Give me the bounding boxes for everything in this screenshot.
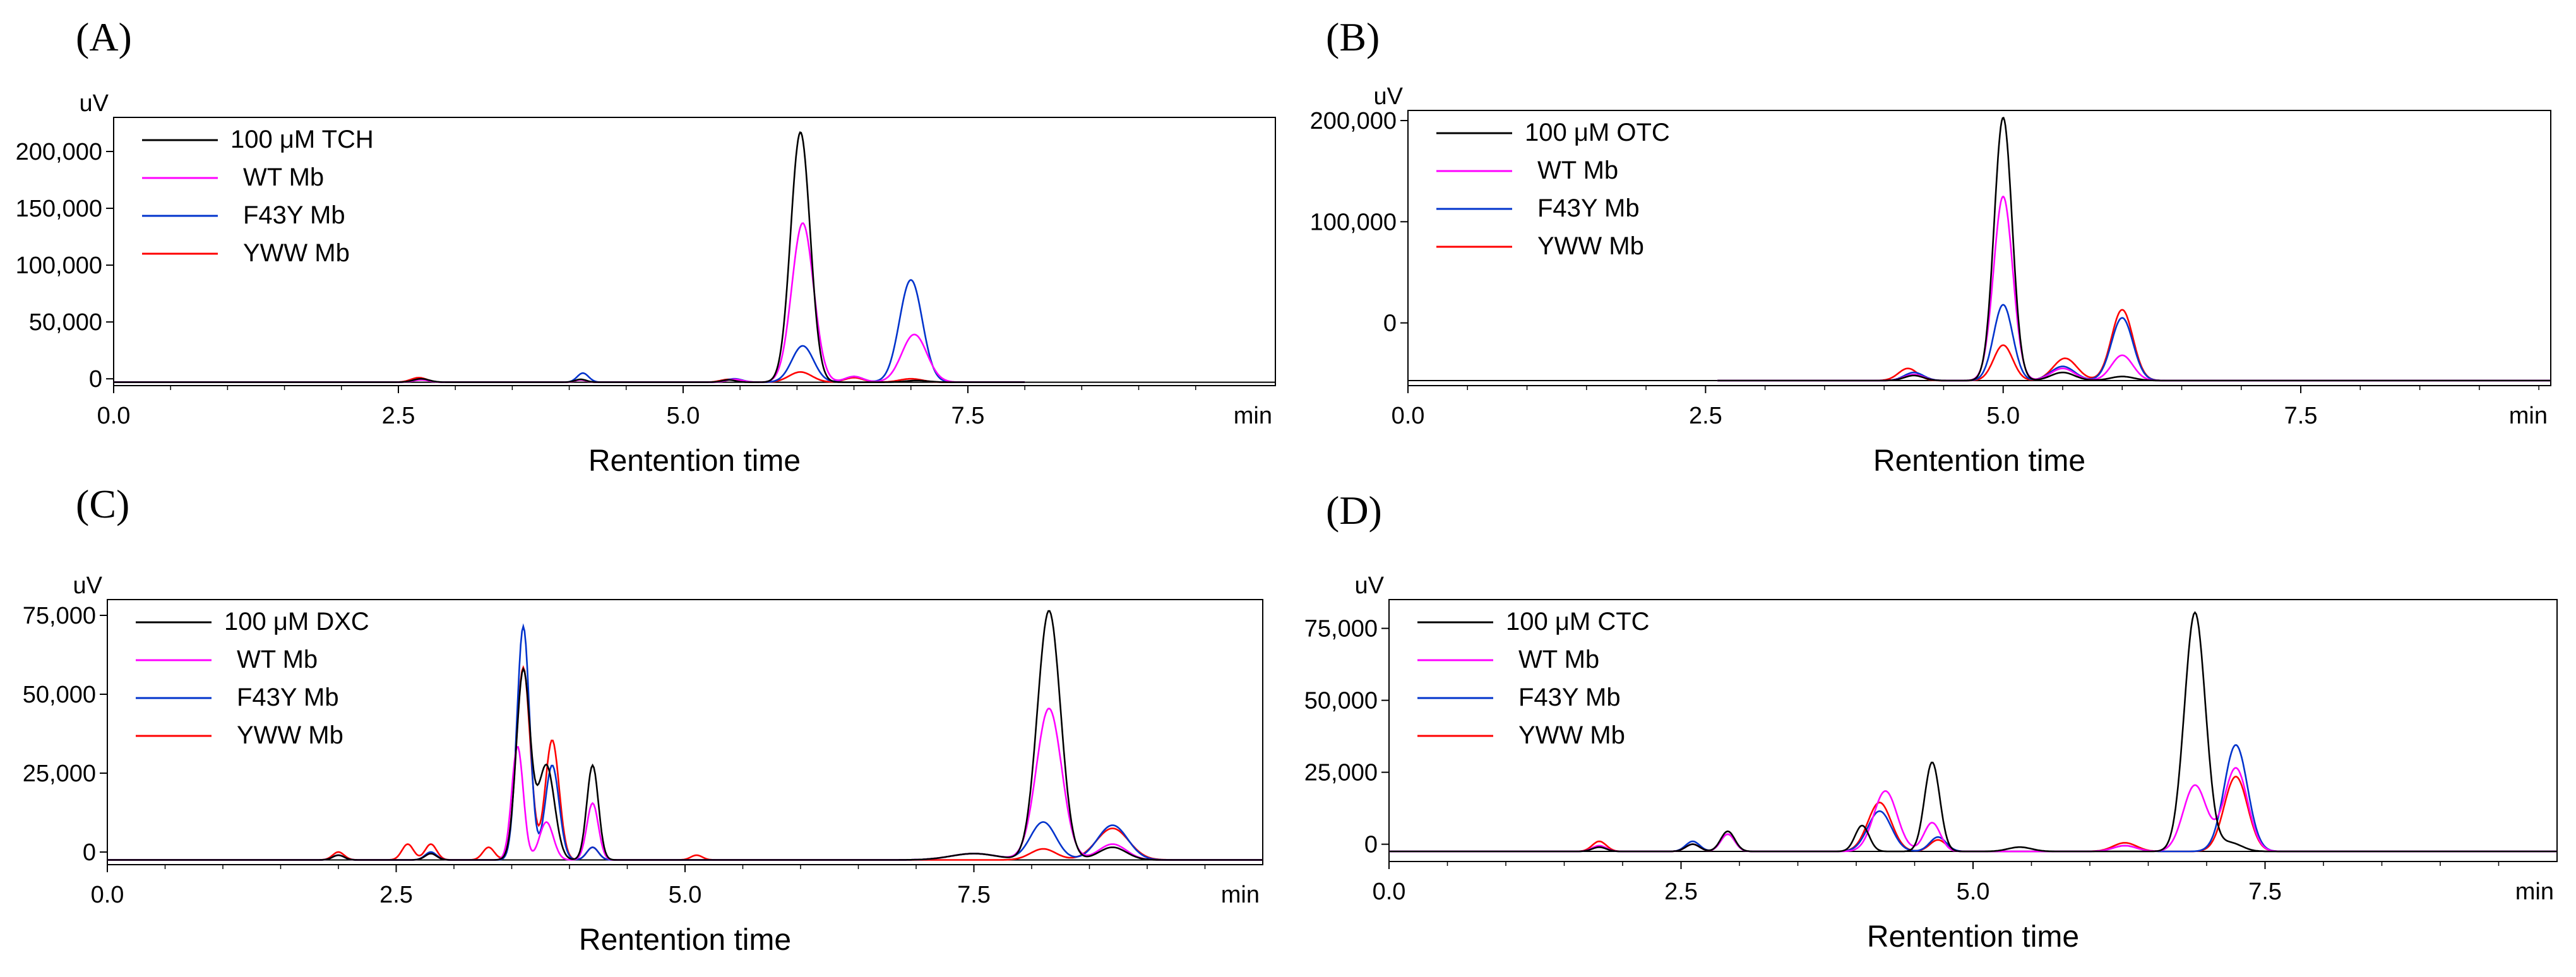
x-unit-label: min (1221, 882, 1260, 908)
legend-label: YWW Mb (1537, 232, 1644, 260)
legend-label: WT Mb (243, 163, 324, 191)
panel-label: (B) (1326, 15, 1380, 59)
series-line-3 (114, 279, 1025, 383)
x-tick-label: 5.0 (667, 403, 700, 429)
y-unit-label: uV (1374, 83, 1404, 110)
x-tick-label: 0.0 (1373, 879, 1406, 905)
x-tick-label: 5.0 (669, 882, 702, 908)
x-unit-label: min (1234, 403, 1272, 429)
series-line-3 (1389, 744, 2557, 853)
x-tick-label: 2.5 (1664, 879, 1698, 905)
panel-label: (A) (76, 15, 132, 59)
y-tick-label: 75,000 (1304, 616, 1378, 642)
chart-panel-1: (A) uV 0 50,000 100,000 150,000 200,000 0.0 2.5 5… (16, 15, 1276, 478)
plot-frame (113, 117, 1276, 386)
x-axis-title: Rentention time (579, 923, 791, 957)
y-tick-label: 50,000 (1304, 688, 1378, 714)
legend-label: WT Mb (1518, 646, 1599, 673)
series-line-2 (1389, 767, 2557, 853)
x-tick-label: 2.5 (382, 403, 415, 429)
legend-label: F43Y Mb (237, 684, 339, 711)
x-tick-label: 7.5 (951, 403, 985, 429)
x-tick-label: 5.0 (1986, 403, 2020, 429)
chart-panel-3: (C) uV 0 25,000 50,000 75,000 0.0 2.5 5.0 7.5 min R… (23, 482, 1263, 957)
y-tick-label: 100,000 (1310, 209, 1397, 235)
y-tick-label: 50,000 (23, 682, 96, 708)
y-tick-label: 150,000 (16, 196, 102, 222)
series-line-1 (1389, 611, 2557, 853)
x-tick-label: 2.5 (1689, 403, 1722, 429)
x-tick-label: 0.0 (91, 882, 124, 908)
y-tick-label: 0 (1383, 311, 1397, 337)
x-tick-label: 2.5 (379, 882, 413, 908)
x-axis-title: Rentention time (1867, 920, 2079, 954)
y-tick-label: 200,000 (1310, 108, 1397, 134)
y-tick-label: 75,000 (23, 603, 96, 629)
y-tick-label: 25,000 (23, 761, 96, 787)
legend-label: F43Y Mb (1518, 684, 1621, 711)
legend-label: WT Mb (1537, 157, 1618, 184)
y-tick-label: 100,000 (16, 252, 102, 279)
y-tick-label: 0 (83, 839, 96, 866)
series-line-4 (1389, 776, 2557, 853)
panel-label: (C) (76, 482, 129, 526)
chart-panel-4: (D) uV 0 25,000 50,000 75,000 0.0 2.5 5.0 7.5 min R… (1304, 488, 2558, 954)
y-tick-label: 0 (1364, 832, 1378, 858)
legend-label: YWW Mb (237, 721, 343, 749)
legend-label: YWW Mb (1518, 721, 1625, 749)
legend-label: 100 μM OTC (1525, 119, 1670, 146)
series-line-1 (114, 131, 1025, 383)
legend-label: 100 μM DXC (224, 608, 369, 636)
legend-label: 100 μM TCH (230, 126, 374, 153)
x-tick-label: 0.0 (97, 403, 131, 429)
series-line-2 (1717, 196, 2551, 382)
legend-label: WT Mb (237, 646, 318, 673)
legend-label: F43Y Mb (243, 201, 345, 229)
x-tick-label: 0.0 (1392, 403, 1425, 429)
x-tick-label: 7.5 (2248, 879, 2282, 905)
series-line-1 (107, 610, 1263, 861)
legend-label: F43Y Mb (1537, 194, 1640, 222)
x-unit-label: min (2515, 879, 2554, 905)
x-tick-label: 7.5 (2284, 403, 2318, 429)
y-tick-label: 200,000 (16, 139, 102, 165)
legend-label: YWW Mb (243, 239, 350, 267)
x-unit-label: min (2509, 403, 2548, 429)
y-tick-label: 0 (89, 366, 102, 393)
y-unit-label: uV (1355, 572, 1385, 599)
y-tick-label: 25,000 (1304, 760, 1378, 786)
panel-label: (D) (1326, 488, 1382, 533)
legend-label: 100 μM CTC (1506, 608, 1650, 636)
plot-frame (1407, 110, 2551, 386)
x-tick-label: 7.5 (957, 882, 991, 908)
y-tick-label: 50,000 (29, 309, 102, 336)
chart-panel-2: (B) uV 0 100,000 200,000 0.0 2.5 5.0 7.5 min Rente… (1310, 15, 2551, 478)
series-line-1 (1717, 117, 2551, 382)
x-axis-title: Rentention time (588, 444, 801, 478)
y-unit-label: uV (73, 572, 103, 599)
y-unit-label: uV (80, 90, 109, 117)
x-tick-label: 5.0 (1957, 879, 1990, 905)
x-axis-title: Rentention time (1873, 444, 2085, 478)
